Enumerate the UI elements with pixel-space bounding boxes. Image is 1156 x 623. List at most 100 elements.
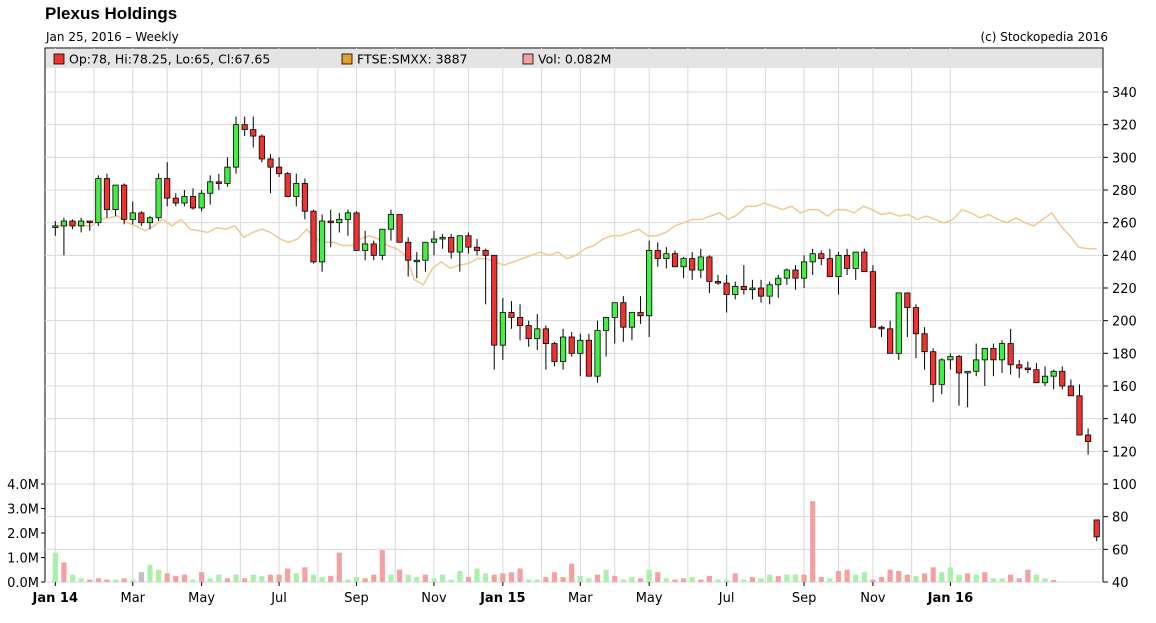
legend-label: Op:78, Hi:78.25, Lo:65, Cl:67.65 — [69, 52, 270, 67]
volume-bar — [465, 577, 471, 582]
candle-body — [52, 225, 59, 228]
volume-bar — [310, 574, 317, 582]
volume-bar — [543, 577, 549, 582]
price-tick-label: 140 — [1112, 413, 1137, 428]
volume-bar — [78, 578, 84, 582]
candle-body — [516, 316, 524, 326]
candle-body — [284, 173, 291, 197]
volume-bar — [112, 579, 119, 582]
volume-bar — [973, 574, 979, 582]
candle-body — [525, 325, 532, 340]
volume-bar — [801, 574, 807, 582]
legend-label: FTSE:SMXX: 3887 — [357, 52, 468, 67]
volume-bar — [207, 578, 213, 582]
volume-bar — [1008, 574, 1014, 582]
volume-bar — [156, 569, 162, 582]
candle-body — [852, 251, 859, 269]
candle-body — [86, 220, 93, 224]
volume-bar — [276, 574, 282, 582]
candle-body — [611, 302, 618, 318]
volume-bar — [844, 569, 850, 582]
volume-bar — [810, 501, 816, 582]
volume-bar — [345, 579, 351, 582]
candle-body — [439, 236, 446, 240]
candle-body — [981, 348, 988, 361]
candle-body — [129, 212, 136, 220]
price-tick-label: 340 — [1112, 86, 1137, 101]
volume-bar — [362, 578, 368, 582]
volume-bar — [199, 572, 205, 582]
candle-body — [276, 166, 283, 175]
candle-body — [1007, 343, 1014, 366]
volume-bar — [500, 573, 506, 582]
volume-bar — [396, 569, 403, 582]
legend-bar: Op:78, Hi:78.25, Lo:65, Cl:67.65 FTSE:SMX… — [46, 49, 1102, 68]
candle-body — [714, 281, 722, 284]
candle-body — [189, 196, 197, 209]
volume-bar — [259, 575, 265, 582]
price-tick-label: 260 — [1112, 217, 1137, 232]
volume-tick-label: 0.0M — [7, 576, 39, 591]
index-line — [55, 202, 1097, 286]
volume-bars — [52, 501, 1057, 582]
candle-body — [396, 214, 403, 243]
volume-bar — [698, 579, 704, 582]
volume-bar — [147, 564, 153, 582]
candle-body — [964, 370, 971, 374]
candle-body — [766, 284, 773, 297]
candle-body — [241, 124, 248, 130]
grid-layer — [44, 47, 1104, 583]
candle-body — [646, 250, 653, 317]
volume-bar — [620, 579, 626, 582]
candle-body — [121, 184, 128, 220]
candle-body — [732, 285, 739, 295]
x-tick-label: Nov — [860, 591, 886, 606]
candle-body — [542, 328, 549, 344]
volume-bar — [569, 563, 575, 582]
volume-tick-label: 4.0M — [7, 478, 39, 493]
candle-body — [78, 220, 85, 227]
volume-bar — [672, 579, 678, 582]
volume-bar — [878, 577, 885, 582]
candle-body — [706, 256, 713, 282]
volume-bar — [896, 570, 902, 582]
volume-bar — [164, 573, 170, 582]
candle-body — [1050, 370, 1057, 377]
candle-body — [594, 330, 601, 377]
volume-bar — [939, 572, 945, 582]
candle-body — [491, 254, 498, 346]
plot-frame — [44, 47, 1104, 583]
volume-bar — [130, 579, 136, 582]
x-tick-label: Sep — [792, 591, 817, 606]
candle-body — [1093, 519, 1100, 538]
x-tick-label: Jul — [270, 591, 287, 606]
volume-bar — [302, 567, 308, 582]
volume-bar — [87, 579, 93, 582]
volume-bar — [887, 569, 893, 582]
volume-bar — [1025, 569, 1031, 582]
x-tick-label: Jan 14 — [32, 591, 78, 606]
candle-body — [1041, 375, 1049, 384]
volume-bar — [52, 552, 58, 582]
candle-body — [448, 236, 455, 253]
legend-swatch — [522, 53, 534, 65]
candle-body — [344, 212, 351, 220]
candle-body — [1076, 395, 1083, 436]
volume-bar — [267, 574, 274, 582]
candle-body — [215, 181, 222, 184]
candle-body — [689, 258, 696, 271]
volume-bar — [724, 579, 730, 582]
volume-bar — [792, 574, 799, 582]
candle-body — [1016, 364, 1023, 369]
volume-bar — [1042, 578, 1048, 582]
price-tick-label: 320 — [1112, 119, 1137, 134]
price-tick-label: 300 — [1112, 151, 1137, 166]
volume-bar — [999, 578, 1005, 582]
price-tick-label: 100 — [1112, 478, 1137, 493]
legend-background — [46, 49, 1102, 68]
candlestick-layer — [52, 116, 1100, 542]
x-tick-label: Nov — [421, 591, 447, 606]
candle-body — [146, 217, 154, 224]
candle-body — [207, 181, 214, 194]
volume-bar — [758, 578, 764, 582]
